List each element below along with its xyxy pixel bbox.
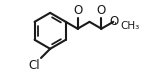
Text: Cl: Cl bbox=[28, 59, 40, 72]
Text: O: O bbox=[97, 4, 106, 17]
Text: O: O bbox=[109, 15, 119, 28]
Text: CH₃: CH₃ bbox=[121, 21, 140, 31]
Text: O: O bbox=[73, 4, 82, 17]
